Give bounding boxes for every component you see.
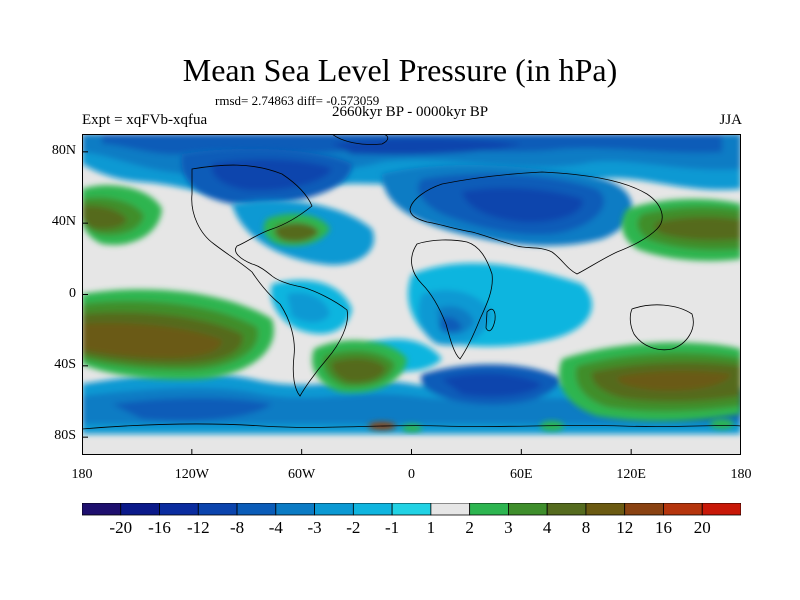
colorbar-label: 20 [677,518,727,538]
y-tick-label: 40S [24,357,76,373]
x-tick-label: 60W [262,467,342,483]
colorbar-swatch [198,503,237,515]
x-tick-label: 120W [152,467,232,483]
colorbar-swatch [121,503,160,515]
x-tick-label: 0 [372,467,452,483]
colorbar [82,503,741,516]
colorbar-swatch [625,503,664,515]
y-tick-label: 80N [24,143,76,159]
y-tick-label: 0 [24,286,76,302]
x-tick-label: 120E [591,467,671,483]
colorbar-swatch [237,503,276,515]
x-tick-label: 180 [42,467,122,483]
y-tick-label: 80S [24,428,76,444]
colorbar-swatch [160,503,199,515]
colorbar-swatch [702,503,741,515]
season-label: JJA [719,112,742,129]
colorbar-swatch [663,503,702,515]
chart-title: Mean Sea Level Pressure (in hPa) [0,52,800,89]
colorbar-swatch [392,503,431,515]
x-tick-label: 180 [701,467,781,483]
experiment-label: Expt = xqFVb-xqfua [82,112,207,129]
colorbar-swatch [82,503,121,515]
colorbar-swatch [315,503,354,515]
colorbar-swatch [276,503,315,515]
colorbar-swatch [431,503,470,515]
south-indian-high [559,342,741,421]
colorbar-swatch [586,503,625,515]
x-tick-label: 60E [481,467,561,483]
pressure-anomaly-map [82,134,741,455]
colorbar-swatch [470,503,509,515]
colorbar-swatch [353,503,392,515]
colorbar-swatch [547,503,586,515]
colorbar-swatch [508,503,547,515]
y-tick-label: 40N [24,214,76,230]
